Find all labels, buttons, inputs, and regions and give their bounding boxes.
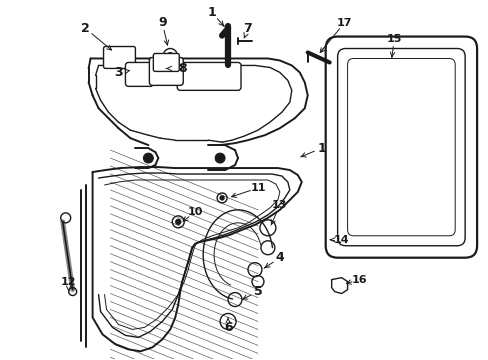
Text: 3: 3 (114, 66, 122, 79)
FancyBboxPatch shape (177, 62, 241, 90)
Text: 14: 14 (333, 235, 349, 245)
Text: 12: 12 (61, 276, 76, 287)
FancyBboxPatch shape (103, 46, 135, 68)
FancyBboxPatch shape (153, 54, 179, 71)
Text: 1: 1 (317, 141, 325, 155)
FancyBboxPatch shape (125, 62, 153, 86)
Text: 4: 4 (275, 251, 284, 264)
Text: 11: 11 (250, 183, 265, 193)
Text: 10: 10 (187, 207, 203, 217)
Text: 7: 7 (243, 22, 252, 35)
Circle shape (167, 53, 173, 58)
Text: 16: 16 (351, 275, 366, 285)
Circle shape (215, 153, 224, 163)
FancyBboxPatch shape (325, 37, 476, 258)
Text: 6: 6 (224, 321, 232, 334)
Circle shape (175, 219, 181, 224)
FancyBboxPatch shape (337, 49, 464, 246)
FancyBboxPatch shape (149, 58, 183, 85)
Text: 13: 13 (272, 200, 287, 210)
Circle shape (220, 196, 224, 200)
FancyBboxPatch shape (347, 58, 454, 236)
Text: 8: 8 (178, 62, 186, 75)
Text: 17: 17 (336, 18, 352, 28)
Circle shape (143, 153, 153, 163)
Text: 15: 15 (386, 33, 401, 44)
Text: 5: 5 (253, 285, 262, 298)
Text: 2: 2 (81, 22, 90, 35)
Text: 9: 9 (158, 16, 166, 29)
Text: 1: 1 (207, 6, 216, 19)
